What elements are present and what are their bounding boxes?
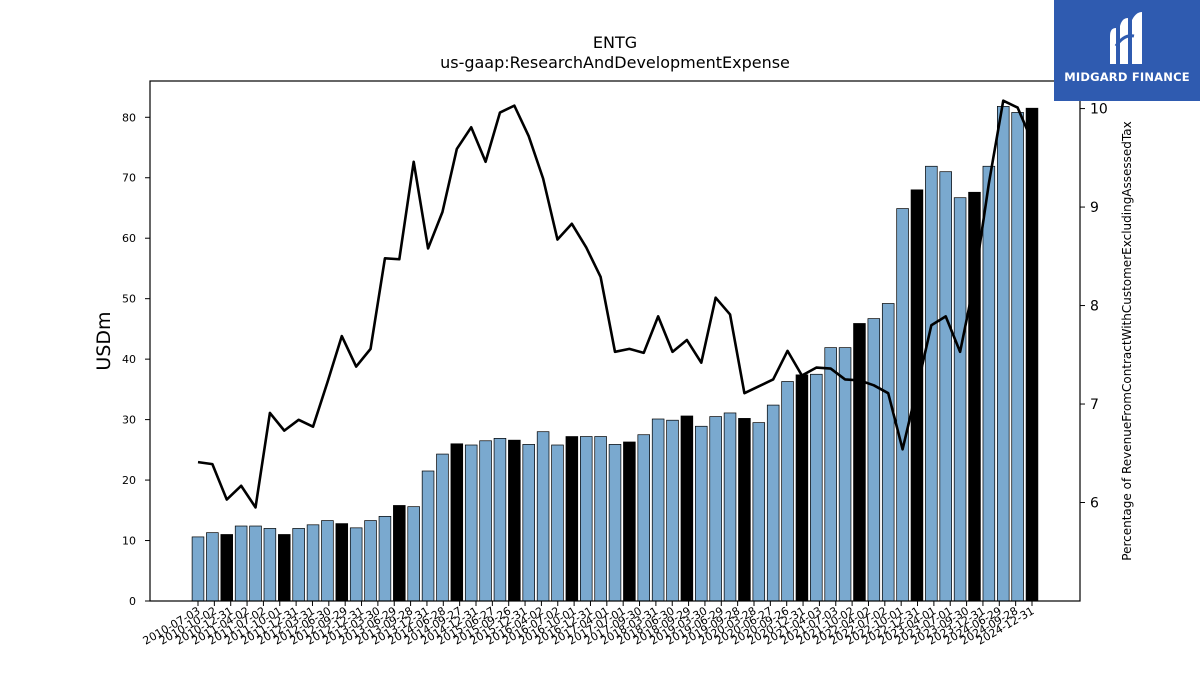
bar <box>278 534 291 602</box>
bar <box>436 453 449 602</box>
bar <box>766 404 780 602</box>
y-tick-label: 30 <box>122 414 136 427</box>
y-tick-label: 10 <box>122 535 136 548</box>
bar <box>695 425 708 602</box>
bar <box>608 444 622 602</box>
bar <box>335 523 349 602</box>
y2-tick-label: 7 <box>1090 397 1099 413</box>
bar <box>752 422 766 602</box>
bar <box>594 436 607 602</box>
plot-frame <box>149 80 1081 602</box>
bar <box>982 165 996 602</box>
bar <box>191 536 205 602</box>
bar <box>364 520 377 602</box>
bar <box>781 381 794 602</box>
bar <box>536 431 550 602</box>
bar <box>306 524 320 602</box>
bar <box>565 436 579 602</box>
bar <box>522 444 535 602</box>
bar <box>637 434 650 602</box>
bar <box>795 374 809 602</box>
logo-text: MIDGARD FINANCE <box>1064 70 1190 84</box>
bar <box>378 515 392 602</box>
chart-subtitle: us-gaap:ResearchAndDevelopmentExpense <box>440 53 790 72</box>
bar <box>493 438 507 602</box>
bar <box>450 443 464 602</box>
bar <box>996 106 1010 602</box>
bar <box>881 303 895 602</box>
bar <box>910 189 924 602</box>
bar <box>551 444 564 602</box>
y2-tick-label: 10 <box>1090 102 1108 118</box>
bar <box>349 527 363 602</box>
bar <box>939 171 952 602</box>
y2-tick-label: 9 <box>1090 200 1099 216</box>
bar <box>838 347 852 602</box>
bar <box>579 436 593 602</box>
bar-series <box>191 106 1039 602</box>
bar <box>953 197 967 602</box>
bar <box>1011 112 1024 602</box>
bar <box>896 208 909 602</box>
bar <box>867 318 881 602</box>
midgard-m-logo-icon <box>1110 12 1142 64</box>
y2-tick-label: 6 <box>1090 496 1099 512</box>
bar <box>666 419 679 602</box>
y-tick-label: 80 <box>122 111 136 124</box>
axes: 010203040506070806789102010-07-032010-10… <box>122 80 1108 648</box>
y-tick-label: 40 <box>122 353 136 366</box>
bar <box>508 439 521 602</box>
bar <box>321 520 334 602</box>
y-axis-label: USDm <box>93 311 115 370</box>
bar <box>479 440 492 602</box>
bar <box>680 415 694 602</box>
y-tick-label: 50 <box>122 293 136 306</box>
bar <box>824 347 837 602</box>
bar <box>651 418 665 602</box>
bar <box>421 470 435 602</box>
bar <box>263 528 277 602</box>
y-tick-label: 60 <box>122 232 136 245</box>
bar <box>292 528 305 602</box>
bar <box>220 534 234 602</box>
bar <box>393 505 406 602</box>
bar <box>738 418 751 602</box>
bar <box>853 323 866 602</box>
line-series <box>197 99 1034 509</box>
bar <box>623 441 636 602</box>
y-tick-label: 70 <box>122 172 136 185</box>
bar <box>810 373 823 602</box>
bar <box>206 532 219 602</box>
bar <box>709 416 722 602</box>
y2-tick-label: 8 <box>1090 299 1099 315</box>
bar <box>249 525 262 602</box>
bar <box>1025 107 1039 602</box>
y-tick-label: 20 <box>122 474 136 487</box>
bar <box>407 506 420 602</box>
midgard-finance-logo: MIDGARD FINANCE <box>1054 0 1200 101</box>
bar <box>234 525 248 602</box>
y-tick-label: 0 <box>129 595 136 608</box>
chart-title: ENTG <box>593 33 637 52</box>
bar <box>925 165 938 602</box>
bar <box>723 412 737 602</box>
line-path <box>197 99 1034 509</box>
y2-axis-label: Percentage of RevenueFromContractWithCus… <box>1120 121 1134 560</box>
bar <box>464 444 478 602</box>
